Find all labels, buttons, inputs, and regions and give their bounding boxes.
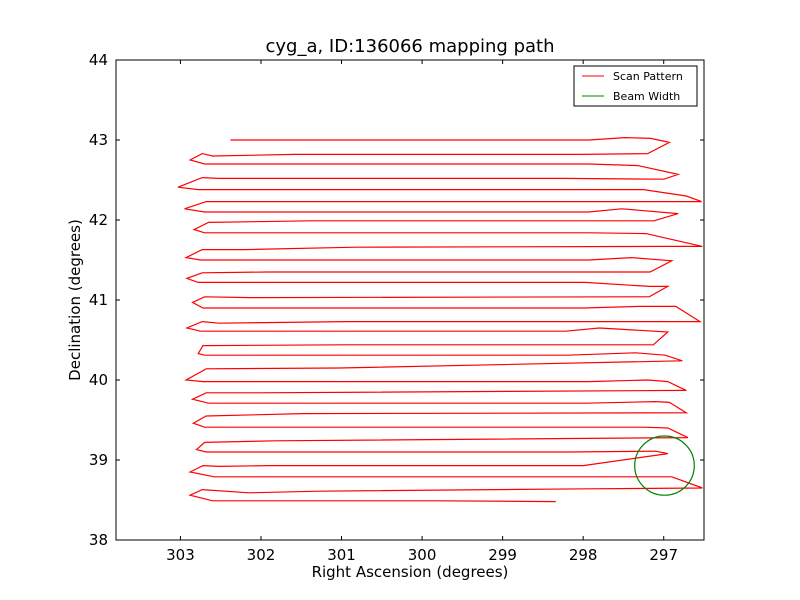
y-tick-label: 38	[89, 531, 108, 549]
legend-box	[573, 65, 698, 107]
ticks-layer: 303 302 301 300 299 298 297 38 39 40 41 42 43 44	[89, 51, 704, 564]
x-tick-label: 303	[166, 546, 195, 564]
x-tick-label: 299	[488, 546, 517, 564]
x-tick-label: 301	[327, 546, 356, 564]
y-tick-label: 40	[89, 371, 108, 389]
beam-width-circle	[634, 435, 695, 496]
x-axis-label: Right Ascension (degrees)	[312, 563, 509, 581]
series-line-scan-pattern	[177, 136, 703, 503]
data-layer	[177, 136, 703, 503]
chart-title: cyg_a, ID:136066 mapping path	[265, 36, 554, 57]
y-tick-label: 42	[89, 211, 108, 229]
x-tick-label: 298	[569, 546, 598, 564]
y-tick-label: 44	[89, 51, 108, 69]
legend-label-beam: Beam Width	[613, 90, 680, 103]
x-tick-label: 297	[649, 546, 678, 564]
y-tick-label: 41	[89, 291, 108, 309]
legend-label-scan: Scan Pattern	[613, 70, 683, 83]
y-tick-label: 43	[89, 131, 108, 149]
y-tick-label: 39	[89, 451, 108, 469]
x-tick-label: 300	[408, 546, 437, 564]
y-axis-label: Declination (degrees)	[66, 219, 84, 381]
legend: Scan Pattern Beam Width	[573, 65, 698, 107]
x-tick-label: 302	[247, 546, 276, 564]
